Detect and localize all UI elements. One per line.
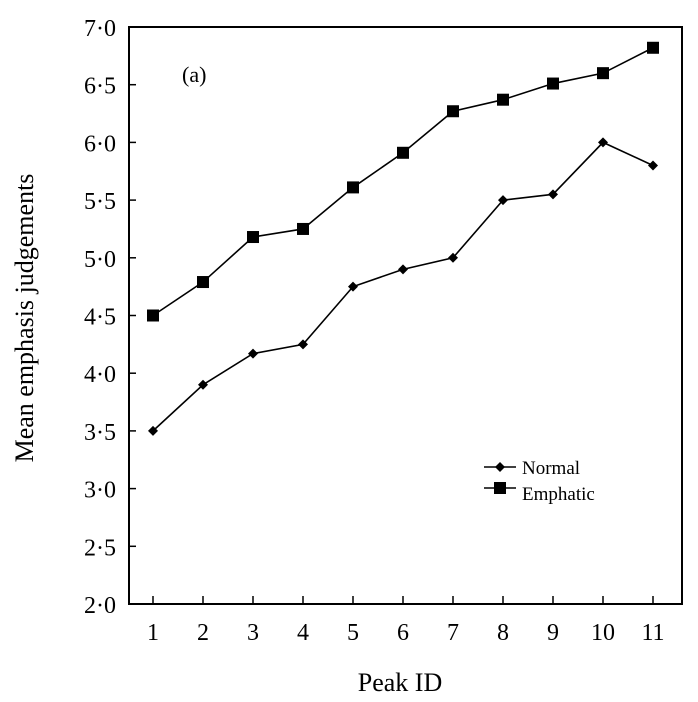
data-point-normal (398, 264, 408, 275)
y-tick-label: 7·0 (84, 16, 116, 42)
data-point-normal (548, 189, 558, 200)
x-tick-label: 7 (447, 620, 459, 646)
legend-marker-normal (495, 462, 505, 472)
data-point-normal (148, 425, 158, 436)
y-axis-label: Mean emphasis judgements (10, 174, 39, 463)
y-tick-label: 5·0 (84, 247, 116, 273)
x-tick-label: 2 (197, 620, 209, 646)
x-tick-label: 9 (547, 620, 559, 646)
y-tick-label: 3·0 (84, 478, 116, 504)
data-point-normal (598, 137, 608, 148)
x-tick-label: 3 (247, 620, 259, 646)
y-tick-label: 4·5 (84, 305, 116, 331)
legend-label-emphatic: Emphatic (522, 484, 595, 505)
y-tick-label: 6·0 (84, 131, 116, 157)
y-tick-label: 2·0 (84, 593, 116, 619)
x-tick-label: 5 (347, 620, 359, 646)
series-line-normal (152, 141, 654, 432)
data-point-emphatic (197, 276, 209, 289)
data-point-emphatic (597, 67, 609, 80)
y-tick-label: 3·5 (84, 420, 116, 446)
data-point-normal (348, 281, 358, 292)
panel-label: (a) (182, 62, 206, 87)
plot-frame (128, 26, 683, 605)
y-tick-label: 6·5 (84, 74, 116, 100)
series-line-emphatic (152, 47, 654, 317)
x-tick-label: 6 (397, 620, 409, 646)
data-point-emphatic (347, 181, 359, 194)
data-point-normal (498, 195, 508, 206)
y-tick-label: 4·0 (84, 362, 116, 388)
data-point-emphatic (147, 309, 159, 322)
series-layer (147, 41, 659, 436)
data-point-emphatic (447, 105, 459, 118)
x-tick-label: 1 (147, 620, 159, 646)
legend: Normal Emphatic (484, 458, 595, 505)
data-point-emphatic (647, 41, 659, 54)
y-axis-ticks: 2·0 2·5 3·0 3·5 4·0 4·5 5·0 5·5 6·0 6·5 7·0 (84, 16, 136, 619)
x-axis-label: Peak ID (358, 668, 442, 697)
data-point-emphatic (547, 77, 559, 90)
legend-label-normal: Normal (522, 458, 580, 479)
data-point-normal (648, 160, 658, 171)
x-tick-label: 4 (297, 620, 309, 646)
x-axis-ticks: 1 2 3 4 5 6 7 8 9 10 11 (147, 596, 665, 646)
data-point-normal (448, 252, 458, 263)
data-point-emphatic (297, 222, 309, 235)
data-point-emphatic (247, 231, 259, 244)
data-point-normal (298, 339, 308, 350)
data-point-emphatic (497, 93, 509, 106)
y-tick-label: 5·5 (84, 189, 116, 215)
legend-marker-emphatic (494, 482, 506, 494)
x-tick-label: 8 (497, 620, 509, 646)
data-point-normal (248, 348, 258, 359)
data-point-normal (198, 379, 208, 390)
data-point-emphatic (397, 146, 409, 159)
x-tick-label: 10 (591, 620, 615, 646)
y-tick-label: 2·5 (84, 535, 116, 561)
x-tick-label: 11 (641, 620, 664, 646)
